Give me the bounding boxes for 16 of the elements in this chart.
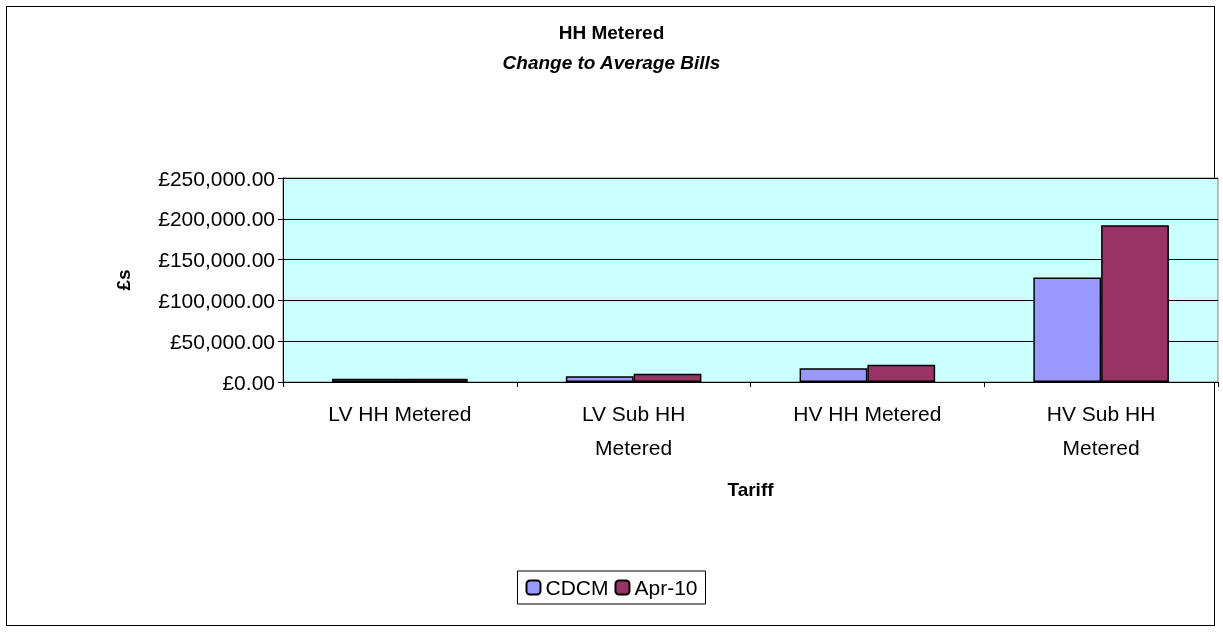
- y-axis-title: £s: [113, 269, 134, 291]
- y-tick-label: £0.00: [222, 370, 275, 394]
- x-tick-label: HV Sub HH Metered: [1046, 401, 1156, 459]
- y-tick-label: £50,000.00: [169, 329, 275, 353]
- x-tick-label: LV Sub HH Metered: [581, 401, 686, 459]
- x-axis-title: Tariff: [727, 479, 775, 500]
- chart-subtitle: Change to Average Bills: [502, 52, 721, 73]
- x-tick-label: LV HH Metered: [328, 401, 472, 425]
- y-tick-label: £100,000.00: [158, 288, 275, 312]
- legend-label: CDCM: [545, 576, 609, 599]
- x-tick-label: HV HH Metered: [793, 401, 942, 425]
- y-tick-label: £200,000.00: [158, 207, 275, 231]
- y-tick-label: £250,000.00: [158, 166, 275, 190]
- chart-title: HH Metered: [558, 22, 665, 43]
- legend-label: Apr-10: [634, 576, 698, 599]
- y-tick-label: £150,000.00: [158, 248, 275, 272]
